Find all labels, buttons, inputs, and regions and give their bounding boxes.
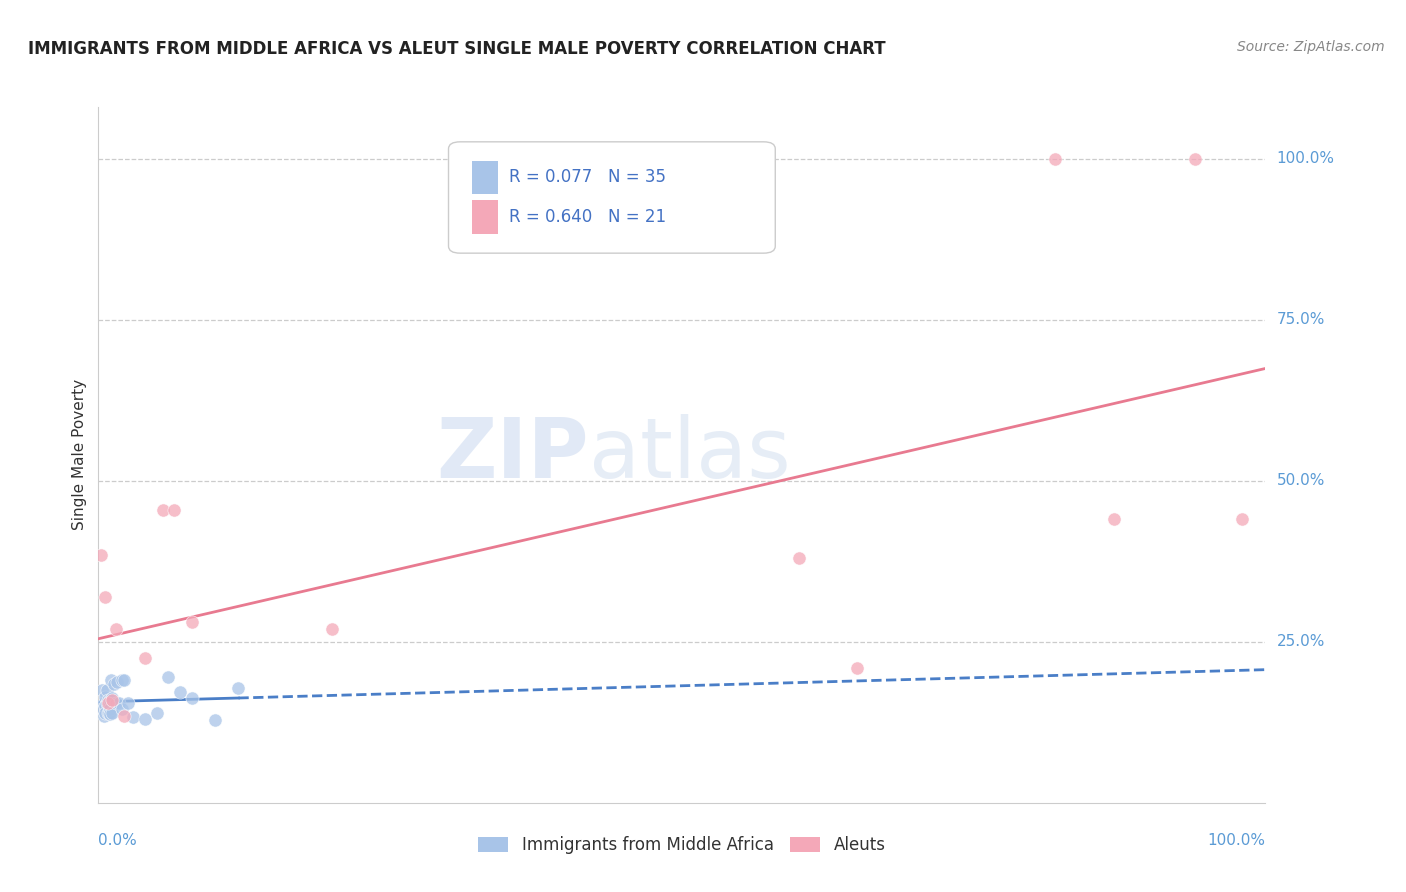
Point: [105, 674, 128, 689]
Text: atlas: atlas: [589, 415, 790, 495]
Point: [98, 702, 121, 716]
Point: [321, 622, 343, 636]
Text: 75.0%: 75.0%: [1277, 312, 1324, 327]
Point: [104, 622, 127, 636]
Point: [1102, 512, 1125, 526]
Text: 100.0%: 100.0%: [1277, 151, 1334, 166]
Point: [93, 696, 115, 710]
Point: [134, 651, 156, 665]
Point: [97, 692, 120, 706]
Point: [94, 706, 117, 720]
Point: [111, 702, 134, 716]
Text: IMMIGRANTS FROM MIDDLE AFRICA VS ALEUT SINGLE MALE POVERTY CORRELATION CHART: IMMIGRANTS FROM MIDDLE AFRICA VS ALEUT S…: [28, 40, 886, 58]
FancyBboxPatch shape: [449, 142, 775, 253]
Point: [94, 699, 117, 714]
Text: 50.0%: 50.0%: [1277, 473, 1324, 488]
Point: [122, 710, 145, 724]
FancyBboxPatch shape: [472, 201, 498, 234]
Text: Source: ZipAtlas.com: Source: ZipAtlas.com: [1237, 40, 1385, 54]
Point: [228, 681, 250, 695]
Point: [101, 692, 124, 706]
Point: [134, 712, 156, 726]
Point: [1184, 152, 1206, 166]
FancyBboxPatch shape: [472, 161, 498, 194]
Point: [163, 502, 186, 516]
Point: [112, 673, 135, 688]
Point: [787, 551, 810, 566]
Point: [96, 696, 118, 710]
Point: [146, 706, 169, 720]
Point: [1045, 152, 1067, 166]
Point: [108, 696, 131, 710]
Point: [180, 691, 202, 706]
Text: 25.0%: 25.0%: [1277, 634, 1324, 649]
Point: [117, 696, 139, 710]
Point: [157, 670, 180, 684]
Point: [169, 685, 191, 699]
Y-axis label: Single Male Poverty: Single Male Poverty: [72, 379, 87, 531]
Point: [97, 706, 120, 720]
Point: [104, 696, 127, 710]
Point: [94, 590, 117, 604]
Text: R = 0.640   N = 21: R = 0.640 N = 21: [509, 208, 666, 226]
Point: [90, 683, 112, 698]
Text: 0.0%: 0.0%: [98, 833, 138, 848]
Legend: Immigrants from Middle Africa, Aleuts: Immigrants from Middle Africa, Aleuts: [471, 830, 893, 861]
Point: [90, 548, 112, 562]
Point: [112, 708, 135, 723]
Point: [96, 683, 118, 698]
Point: [180, 615, 202, 630]
Text: R = 0.077   N = 35: R = 0.077 N = 35: [509, 169, 666, 186]
Point: [98, 706, 121, 721]
Point: [98, 692, 121, 706]
Point: [101, 691, 124, 706]
Point: [100, 673, 122, 688]
Text: 100.0%: 100.0%: [1208, 833, 1265, 848]
Point: [101, 706, 124, 720]
Point: [97, 696, 120, 710]
Point: [94, 690, 117, 704]
Point: [103, 676, 125, 690]
Point: [846, 660, 869, 674]
Point: [91, 702, 114, 716]
Point: [204, 714, 226, 728]
Point: [152, 502, 174, 516]
Text: ZIP: ZIP: [436, 415, 589, 495]
Point: [97, 706, 120, 720]
Point: [1230, 512, 1253, 526]
Point: [111, 673, 134, 688]
Point: [97, 696, 120, 710]
Point: [93, 708, 115, 723]
